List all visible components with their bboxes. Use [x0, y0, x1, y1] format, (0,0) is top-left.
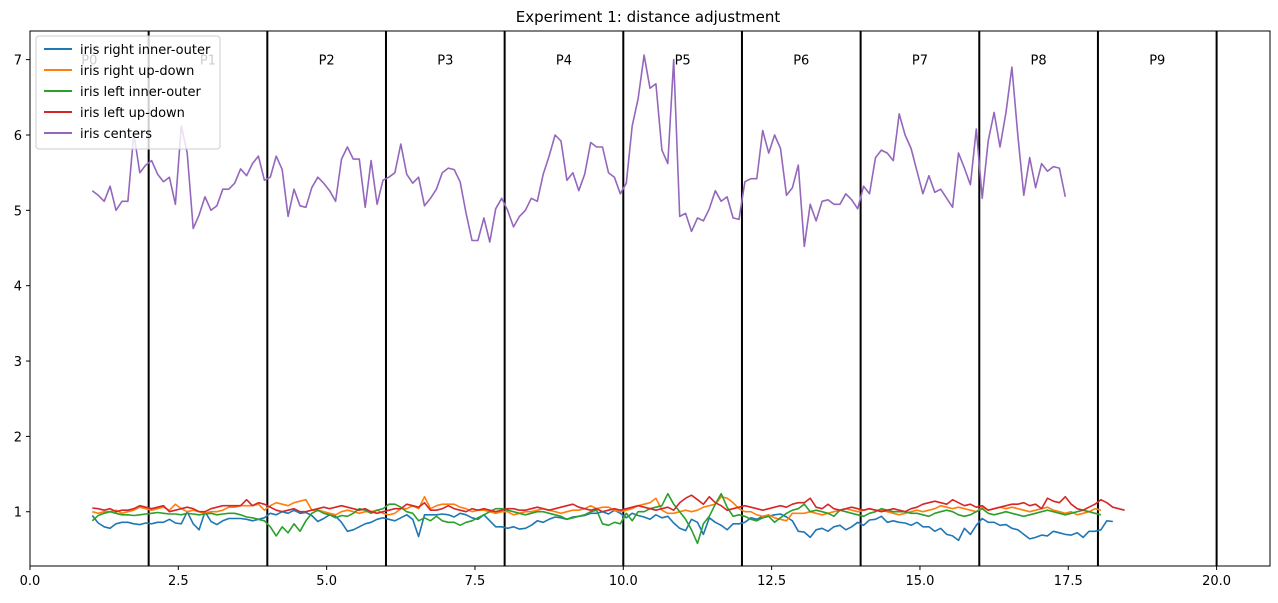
segment-label: P9	[1149, 54, 1165, 69]
segment-label: P7	[912, 54, 928, 69]
segment-label: P8	[1031, 54, 1047, 69]
legend-label: iris right inner-outer	[80, 43, 211, 58]
x-tick-label: 2.5	[168, 574, 189, 589]
x-axis: 0.0 2.5 5.0 7.5 10.0 12.5 15.0 17.5 20.0	[20, 566, 1231, 589]
series-line-iris-left-inner-outer	[91, 492, 1102, 545]
chart-title: Experiment 1: distance adjustment	[516, 8, 781, 26]
legend: iris right inner-outer iris right up-down…	[35, 35, 221, 150]
series-line-iris-centers	[91, 54, 1067, 248]
legend-label: iris right up-down	[80, 64, 194, 79]
segment-label: P4	[556, 54, 572, 69]
y-tick-label: 3	[14, 355, 22, 370]
x-tick-label: 20.0	[1202, 574, 1231, 589]
y-tick-label: 7	[14, 54, 22, 69]
legend-label: iris centers	[80, 127, 152, 142]
y-axis: 1 2 3 4 5 6 7	[14, 54, 30, 521]
y-tick-label: 4	[14, 280, 22, 295]
segment-label: P6	[793, 54, 809, 69]
segment-label: P5	[675, 54, 691, 69]
segment-boundaries	[147, 31, 1218, 566]
segment-label: P2	[319, 54, 335, 69]
plot-frame	[29, 30, 1271, 567]
x-tick-label: 10.0	[609, 574, 638, 589]
x-tick-label: 0.0	[20, 574, 41, 589]
segment-label: P3	[437, 54, 453, 69]
legend-box	[35, 35, 221, 150]
x-tick-label: 5.0	[316, 574, 337, 589]
y-tick-label: 6	[14, 129, 22, 144]
x-tick-label: 12.5	[757, 574, 786, 589]
series-lines	[91, 54, 1125, 545]
x-tick-label: 7.5	[465, 574, 486, 589]
y-tick-label: 5	[14, 204, 22, 219]
x-tick-label: 17.5	[1054, 574, 1083, 589]
series-line-iris-left-up-down	[92, 494, 1125, 515]
y-tick-label: 2	[14, 430, 22, 445]
y-tick-label: 1	[14, 506, 22, 521]
x-tick-label: 15.0	[905, 574, 934, 589]
legend-label: iris left inner-outer	[80, 85, 201, 100]
legend-label: iris left up-down	[80, 106, 185, 121]
